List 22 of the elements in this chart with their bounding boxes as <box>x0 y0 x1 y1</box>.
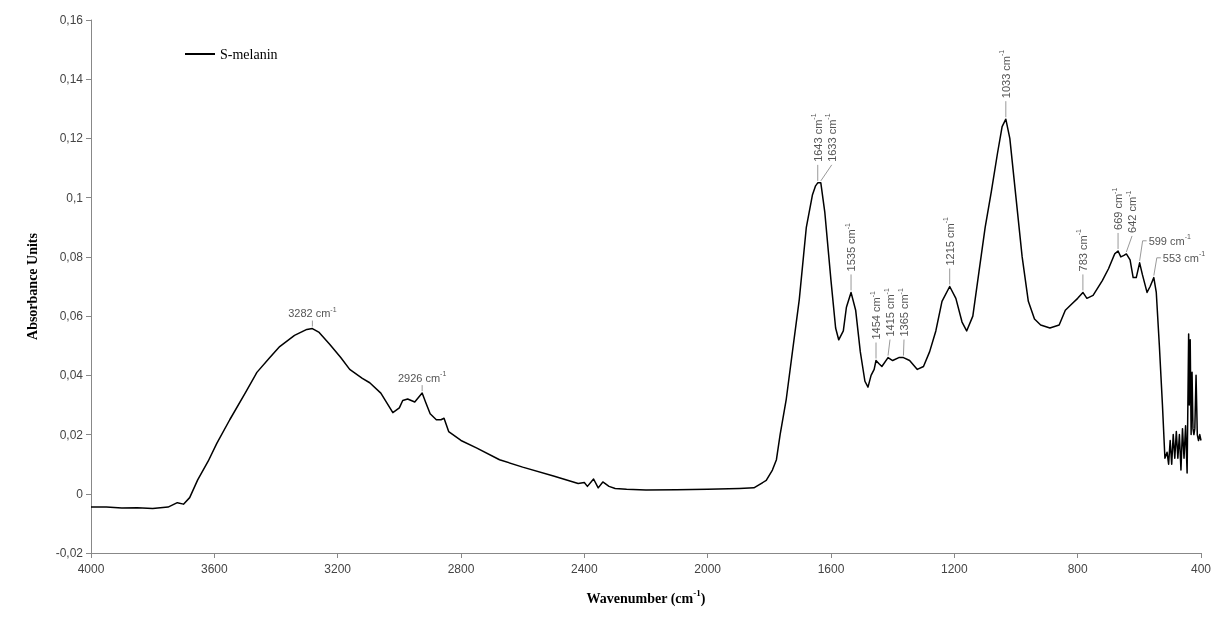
legend-label: S-melanin <box>220 46 278 62</box>
x-tick-label: 1200 <box>940 562 968 576</box>
y-tick-label: 0,14 <box>59 72 84 87</box>
y-tick-label: 0,02 <box>59 427 84 442</box>
y-tick-label: -0,02 <box>55 546 84 560</box>
x-tick-label: 1600 <box>817 562 845 576</box>
y-tick-label: 0,1 <box>66 190 84 205</box>
y-tick-label: 0,12 <box>59 131 84 146</box>
y-tick-label: 0 <box>76 486 84 501</box>
x-tick-label: 4000 <box>77 562 105 576</box>
x-tick-label: 2400 <box>570 562 598 576</box>
x-tick-label: 2800 <box>447 562 475 576</box>
y-tick-label: 0,16 <box>59 13 84 27</box>
y-tick-label: 0,08 <box>59 249 84 264</box>
x-tick-label: 3600 <box>200 562 228 576</box>
x-tick-label: 800 <box>1067 562 1088 576</box>
y-tick-label: 0,06 <box>59 309 84 324</box>
y-axis-title: Absorbance Units <box>24 232 40 340</box>
x-tick-label: 400 <box>1190 562 1212 576</box>
y-tick-label: 0,04 <box>59 368 84 383</box>
x-tick-label: 3200 <box>324 562 352 576</box>
x-tick-label: 2000 <box>694 562 722 576</box>
